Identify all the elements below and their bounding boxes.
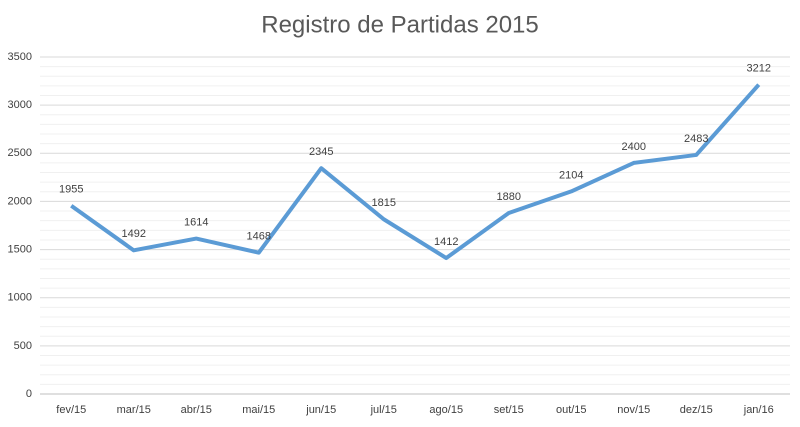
x-tick-label: fev/15 <box>56 404 86 416</box>
y-tick-label: 2000 <box>8 195 32 207</box>
data-label: 2104 <box>559 169 583 181</box>
y-tick-label: 3000 <box>8 99 32 111</box>
data-label: 2345 <box>309 146 333 158</box>
data-label: 1955 <box>59 184 83 196</box>
data-label: 1880 <box>497 191 521 203</box>
y-tick-label: 1000 <box>8 292 32 304</box>
x-tick-label: jan/16 <box>743 404 774 416</box>
x-tick-label: set/15 <box>494 404 524 416</box>
data-label: 3212 <box>747 63 771 75</box>
x-tick-label: jun/15 <box>305 404 336 416</box>
data-label: 2483 <box>684 133 708 145</box>
x-tick-label: ago/15 <box>429 404 463 416</box>
x-tick-label: nov/15 <box>617 404 650 416</box>
data-label: 1614 <box>184 217 208 229</box>
x-tick-label: dez/15 <box>680 404 713 416</box>
data-label: 1492 <box>122 228 146 240</box>
y-tick-label: 2500 <box>8 147 32 159</box>
data-label: 1412 <box>434 236 458 248</box>
x-tick-label: abr/15 <box>181 404 212 416</box>
y-tick-label: 3500 <box>8 51 32 63</box>
x-tick-label: mar/15 <box>117 404 151 416</box>
y-tick-label: 1500 <box>8 243 32 255</box>
x-tick-label: out/15 <box>556 404 587 416</box>
chart-title: Registro de Partidas 2015 <box>261 11 539 38</box>
y-tick-label: 500 <box>14 340 32 352</box>
data-label: 1468 <box>247 231 271 243</box>
y-tick-label: 0 <box>26 388 32 400</box>
data-label: 1815 <box>372 197 396 209</box>
data-label: 2400 <box>622 141 646 153</box>
x-tick-label: mai/15 <box>242 404 275 416</box>
line <box>70 83 761 261</box>
x-tick-label: jul/15 <box>370 404 397 416</box>
